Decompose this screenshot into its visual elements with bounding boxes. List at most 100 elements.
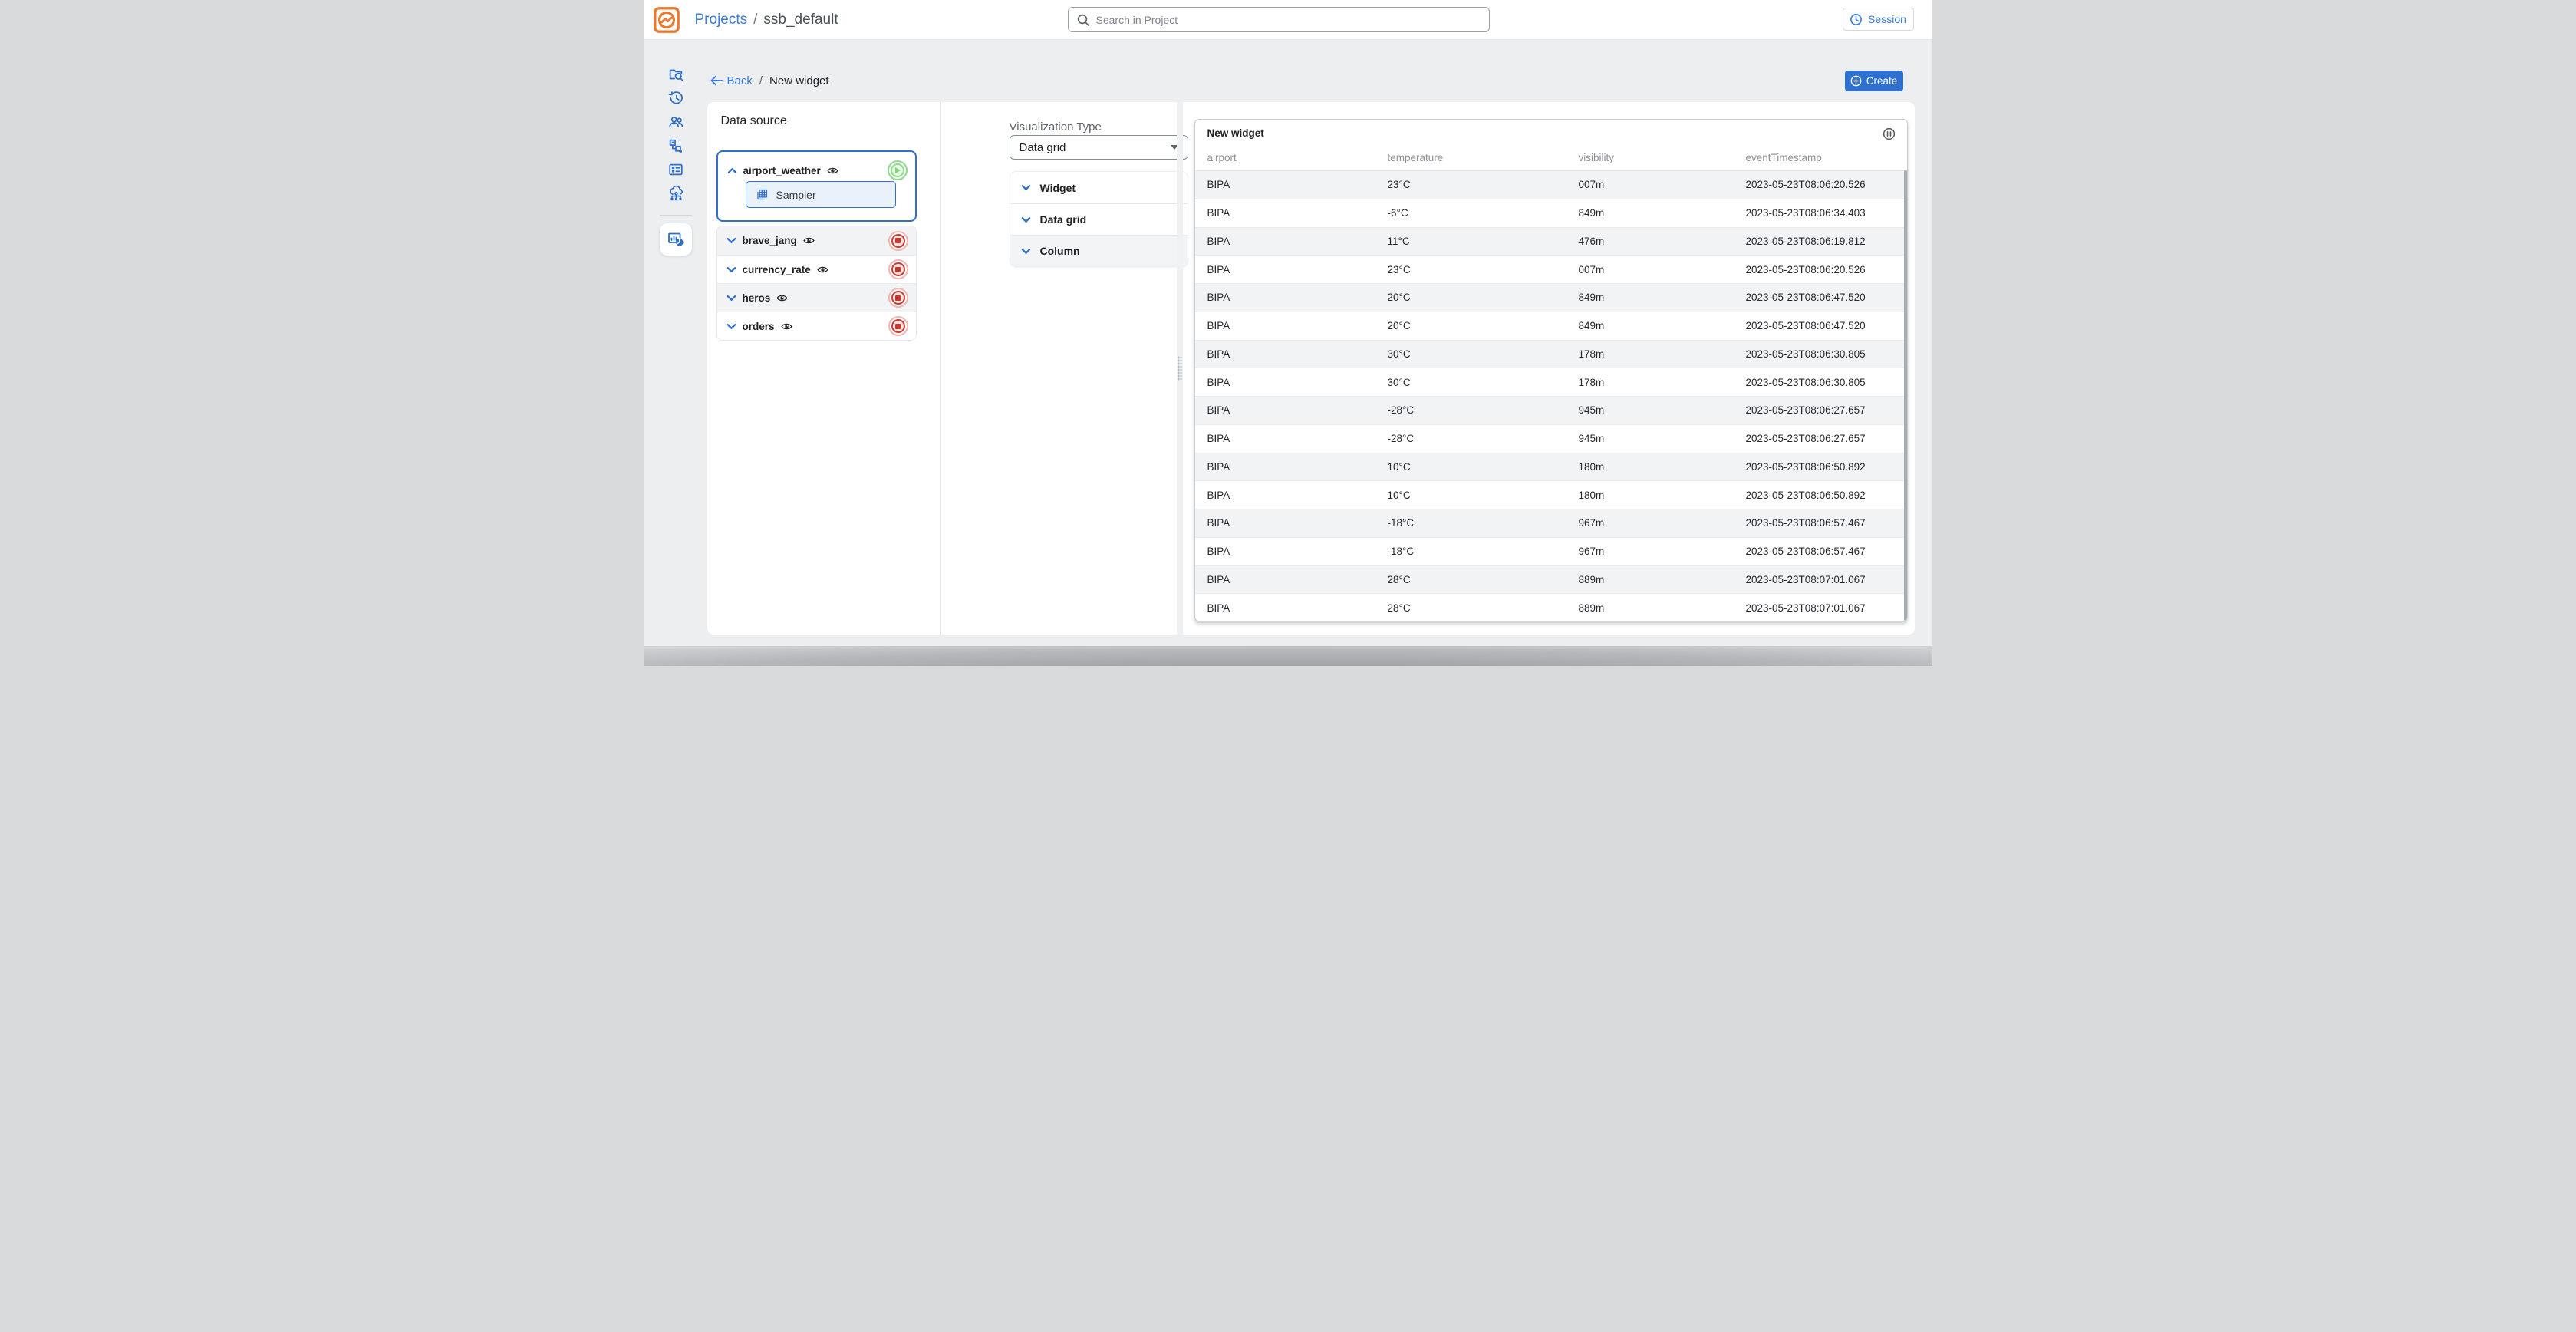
table-cell: 967m <box>1578 546 1605 558</box>
session-label: Session <box>1868 13 1906 25</box>
table-cell: BIPA <box>1207 517 1230 529</box>
search-icon <box>1077 14 1089 26</box>
table-cell: 178m <box>1578 348 1605 360</box>
visualization-type-select[interactable]: Data grid <box>1009 135 1188 160</box>
stop-icon <box>895 323 901 329</box>
table-cell: BIPA <box>1207 546 1230 558</box>
project-search[interactable] <box>1067 7 1490 32</box>
table-cell: 2023-05-23T08:06:57.467 <box>1745 546 1866 558</box>
table-cell: 967m <box>1578 517 1605 529</box>
sampler-item[interactable]: Sampler <box>745 181 896 208</box>
table-row: BIPA 28°C 889m 2023-05-23T08:07:01.067 <box>1194 565 1907 595</box>
accordion-section-data-grid[interactable]: Data grid <box>1010 203 1188 235</box>
table-row: BIPA 10°C 180m 2023-05-23T08:06:50.892 <box>1194 481 1907 509</box>
table-cell: 945m <box>1578 433 1605 445</box>
stop-button[interactable] <box>888 230 908 251</box>
accordion-label: Column <box>1039 245 1080 257</box>
table-cell: -18°C <box>1387 546 1415 558</box>
rail-item-explorer[interactable] <box>667 66 684 83</box>
back-link[interactable]: Back <box>707 74 753 87</box>
column-header[interactable]: temperature <box>1387 151 1444 163</box>
eye-icon[interactable] <box>803 236 815 245</box>
app-window: Projects / ssb_default Session <box>644 0 1932 666</box>
eye-icon[interactable] <box>827 166 838 175</box>
search-input[interactable] <box>1095 13 1481 26</box>
data-source-panel: Data source airport_weather <box>707 102 940 635</box>
column-header[interactable]: eventTimestamp <box>1745 151 1822 163</box>
column-header[interactable]: visibility <box>1578 151 1615 163</box>
table-row: BIPA 23°C 007m 2023-05-23T08:06:20.526 <box>1194 256 1907 284</box>
side-rail <box>644 40 707 666</box>
window-bottom-edge <box>644 646 1932 666</box>
table-cell: BIPA <box>1207 433 1230 445</box>
chevron-up-icon[interactable] <box>727 167 737 174</box>
stop-button[interactable] <box>888 288 908 308</box>
data-source-item-label: airport_weather <box>743 164 821 176</box>
rail-item-widgets-active[interactable] <box>659 223 692 256</box>
table-cell: BIPA <box>1207 348 1230 360</box>
rail-item-connections[interactable] <box>667 185 684 202</box>
data-source-item[interactable]: brave_jang <box>716 226 916 255</box>
chevron-down-icon <box>1021 216 1030 223</box>
settings-accordion: Widget Data grid Column <box>1009 171 1188 267</box>
data-source-title: Data source <box>720 114 787 127</box>
session-button[interactable]: Session <box>1842 8 1914 31</box>
table-row: BIPA -6°C 849m 2023-05-23T08:06:34.403 <box>1194 199 1907 228</box>
eye-icon[interactable] <box>780 322 792 331</box>
pause-icon[interactable] <box>1883 127 1896 140</box>
chevron-down-icon[interactable] <box>726 295 736 302</box>
stop-icon <box>895 295 901 301</box>
table-cell: -28°C <box>1387 433 1415 445</box>
rail-item-jobs[interactable] <box>667 137 684 154</box>
data-source-item[interactable]: currency_rate <box>716 255 916 283</box>
rail-item-forms[interactable] <box>667 161 684 178</box>
table-cell: 30°C <box>1387 348 1411 360</box>
play-button[interactable] <box>887 160 908 180</box>
sampler-label: Sampler <box>776 188 816 201</box>
breadcrumb-projects-link[interactable]: Projects <box>694 12 748 28</box>
chevron-down-icon <box>1021 185 1030 190</box>
create-button[interactable]: Create <box>1844 70 1903 91</box>
ssb-logo-icon[interactable] <box>653 6 680 34</box>
vertical-scrollbar[interactable] <box>1903 170 1907 621</box>
table-cell: BIPA <box>1207 179 1230 191</box>
data-source-item[interactable]: orders <box>716 312 916 340</box>
table-row: BIPA 20°C 849m 2023-05-23T08:06:47.520 <box>1194 312 1907 341</box>
table-row: BIPA 20°C 849m 2023-05-23T08:06:47.520 <box>1194 284 1907 312</box>
table-cell: 2023-05-23T08:06:20.526 <box>1745 263 1866 275</box>
data-source-item-label: orders <box>742 320 775 332</box>
data-source-item-selected[interactable]: airport_weather S <box>716 150 917 222</box>
table-cell: 2023-05-23T08:06:50.892 <box>1745 489 1866 501</box>
table-cell: BIPA <box>1207 263 1230 275</box>
table-cell: 2023-05-23T08:06:34.403 <box>1745 207 1866 219</box>
rail-item-history[interactable] <box>667 90 684 107</box>
eye-icon[interactable] <box>817 265 828 274</box>
column-header[interactable]: airport <box>1207 151 1237 163</box>
chevron-down-icon <box>1021 248 1030 254</box>
chevron-down-icon[interactable] <box>726 237 736 244</box>
accordion-section-column[interactable]: Column <box>1010 235 1188 266</box>
table-cell: -6°C <box>1387 207 1408 219</box>
accordion-section-widget[interactable]: Widget <box>1010 172 1188 203</box>
rail-item-users[interactable] <box>667 114 684 130</box>
table-cell: 945m <box>1578 404 1605 417</box>
visualization-panel: Visualization Type Data grid Widget Data… <box>941 102 1188 635</box>
table-cell: 007m <box>1578 263 1605 275</box>
table-row: BIPA -18°C 967m 2023-05-23T08:06:57.467 <box>1194 537 1907 566</box>
table-cell: 889m <box>1578 602 1605 614</box>
panel-splitter[interactable] <box>1176 102 1183 635</box>
stop-icon <box>895 266 901 272</box>
create-label: Create <box>1866 74 1898 87</box>
stop-button[interactable] <box>888 316 908 336</box>
table-cell: BIPA <box>1207 376 1230 388</box>
chevron-down-icon[interactable] <box>726 323 736 330</box>
table-cell: BIPA <box>1207 602 1230 614</box>
data-source-item[interactable]: heros <box>716 283 916 312</box>
table-cell: 2023-05-23T08:06:20.526 <box>1745 179 1866 191</box>
table-cell: 849m <box>1578 320 1605 332</box>
eye-icon[interactable] <box>776 294 788 302</box>
stop-button[interactable] <box>888 259 908 279</box>
table-header-row: airport temperature visibility eventTime… <box>1194 144 1907 171</box>
users-icon <box>668 116 683 128</box>
chevron-down-icon[interactable] <box>726 266 736 273</box>
